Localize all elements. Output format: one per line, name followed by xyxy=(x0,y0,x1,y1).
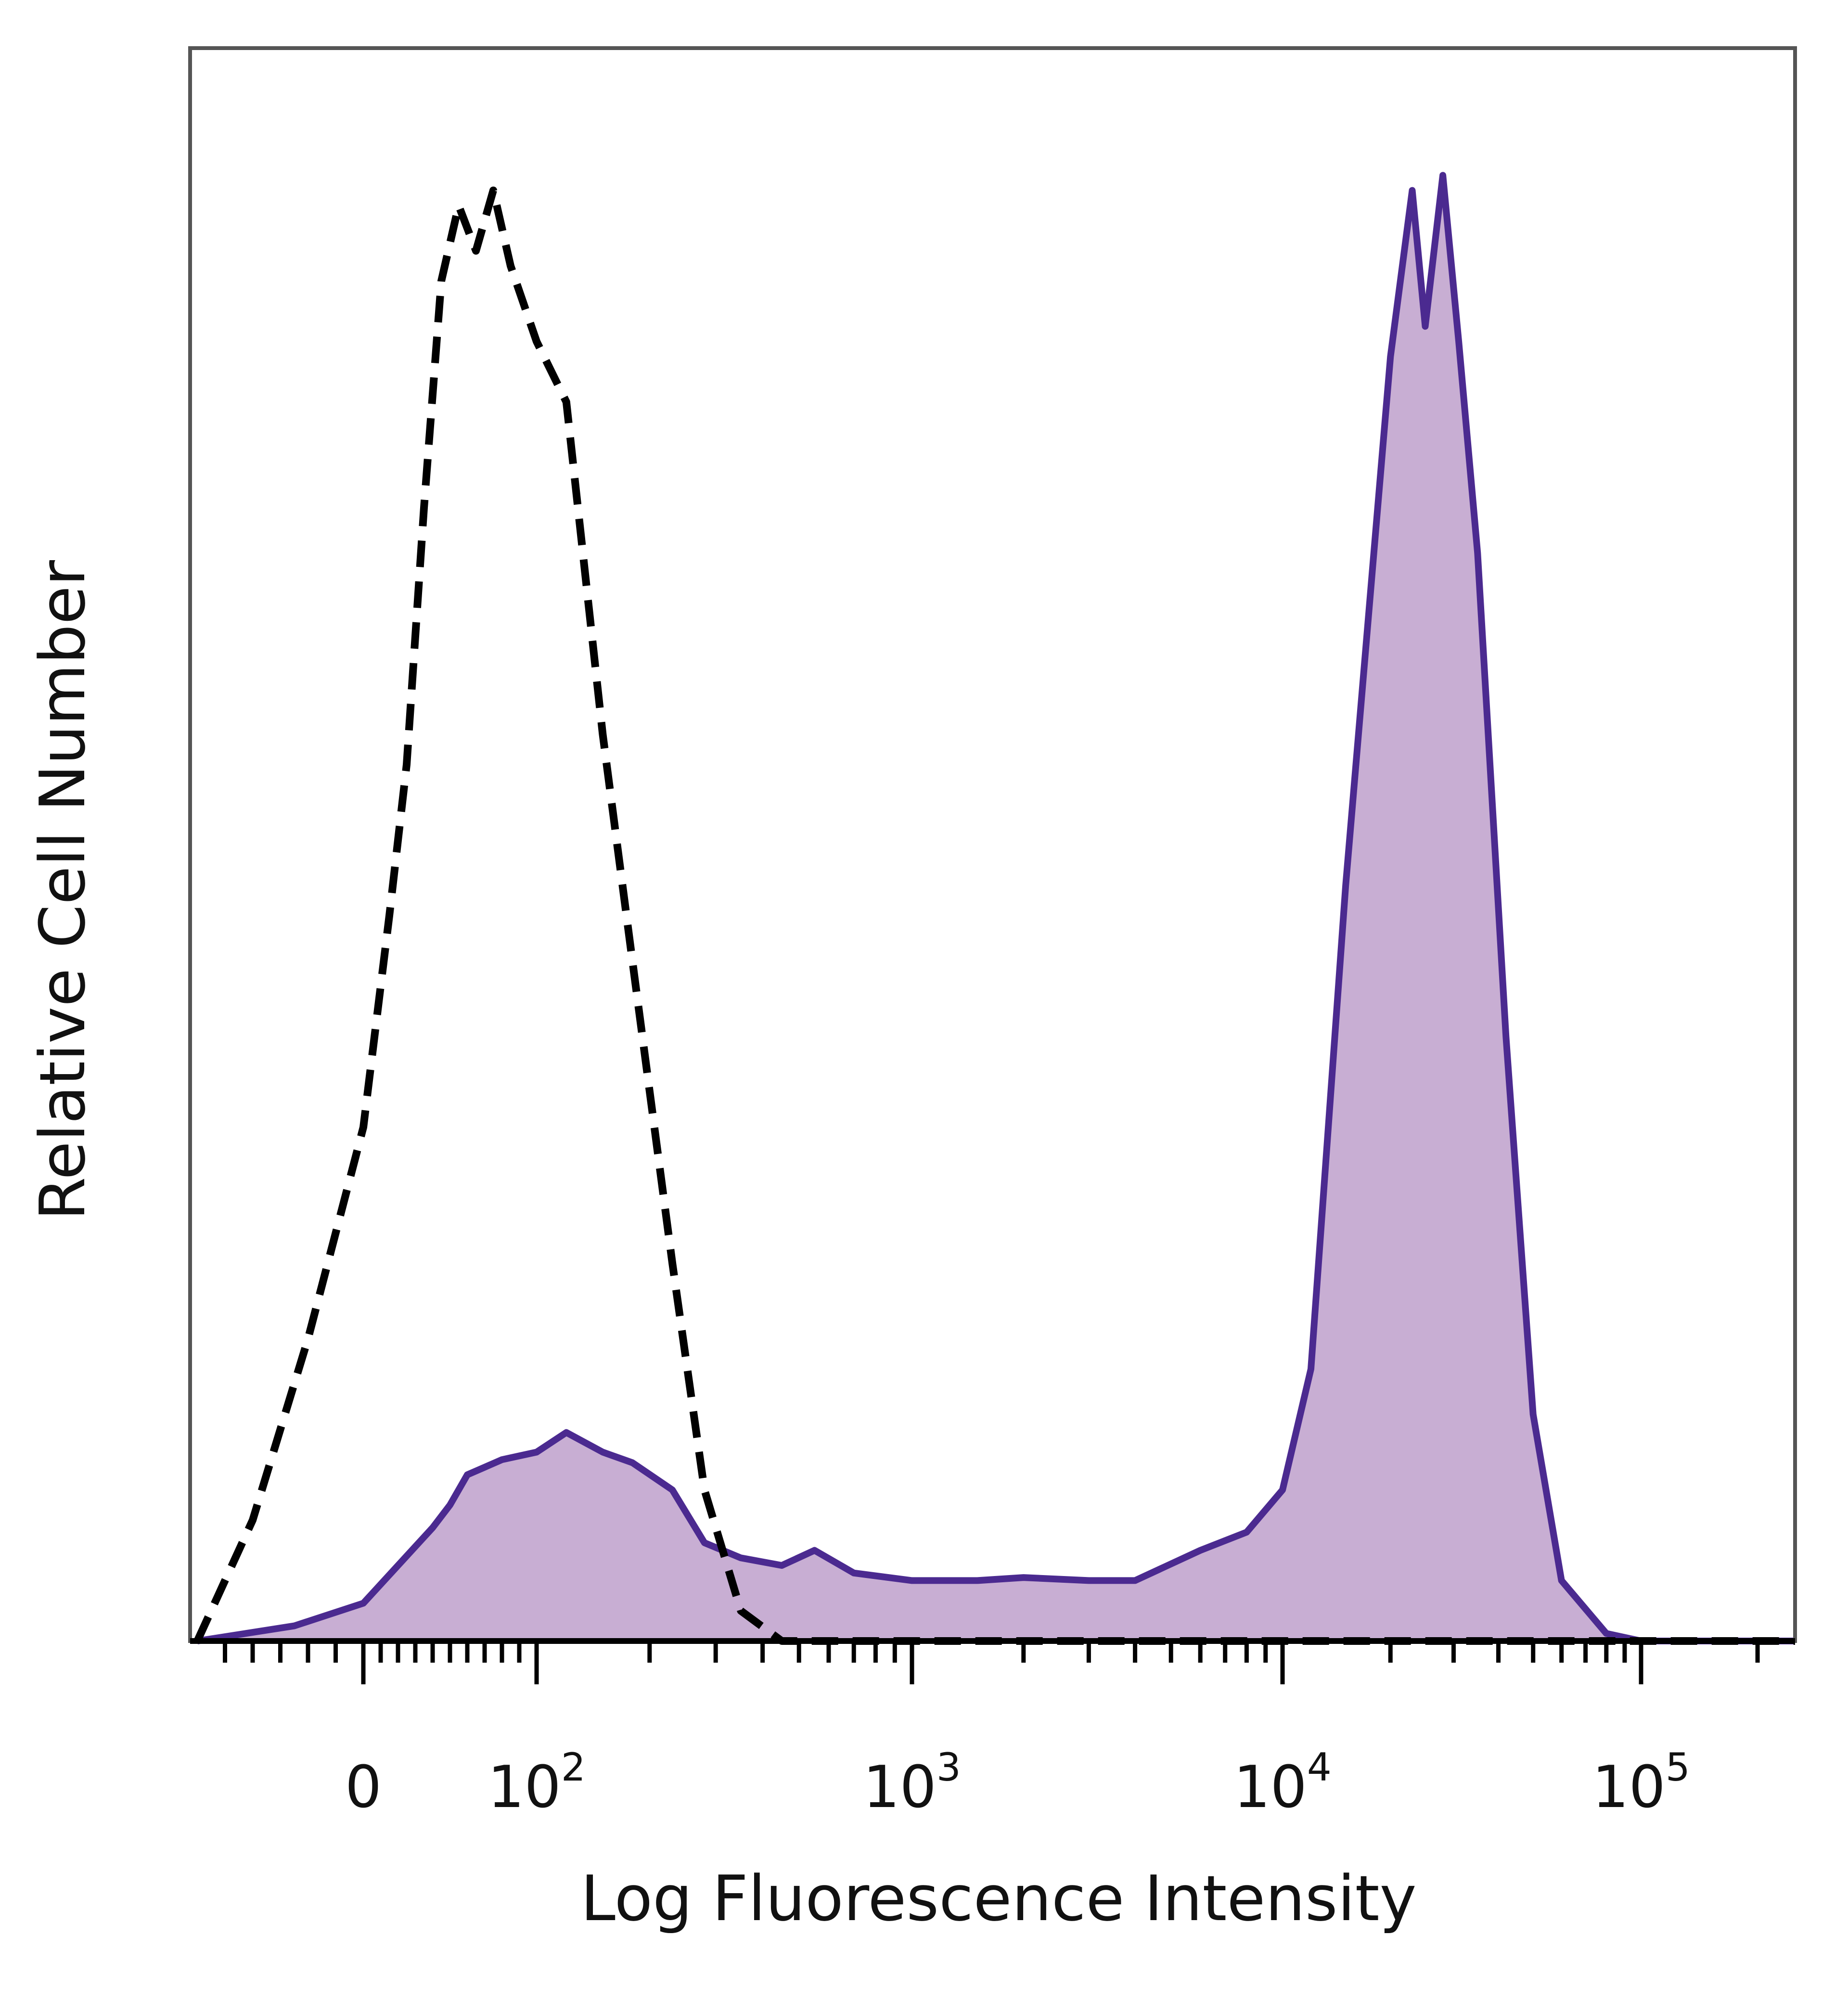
stained-histogram-line xyxy=(196,172,1795,1644)
control-histogram-line xyxy=(193,186,1795,1645)
axes-frame xyxy=(188,46,1797,1644)
y-axis-title: Relative Cell Number xyxy=(26,560,99,1220)
x-tick-label: 104 xyxy=(1233,1745,1332,1821)
x-axis-ticks xyxy=(223,1641,1760,1684)
plot-area xyxy=(193,172,1795,1645)
plot-border xyxy=(188,46,1797,1643)
x-tick-label: 102 xyxy=(488,1745,586,1821)
x-tick-label: 0 xyxy=(345,1754,382,1821)
x-axis-title: Log Fluorescence Intensity xyxy=(580,1862,1416,1935)
x-tick-label: 103 xyxy=(863,1745,961,1821)
x-tick-label: 105 xyxy=(1592,1745,1690,1821)
stained-histogram-fill xyxy=(197,175,1795,1641)
x-axis-tick-labels: 0 102 103 104 105 xyxy=(345,1745,1690,1821)
